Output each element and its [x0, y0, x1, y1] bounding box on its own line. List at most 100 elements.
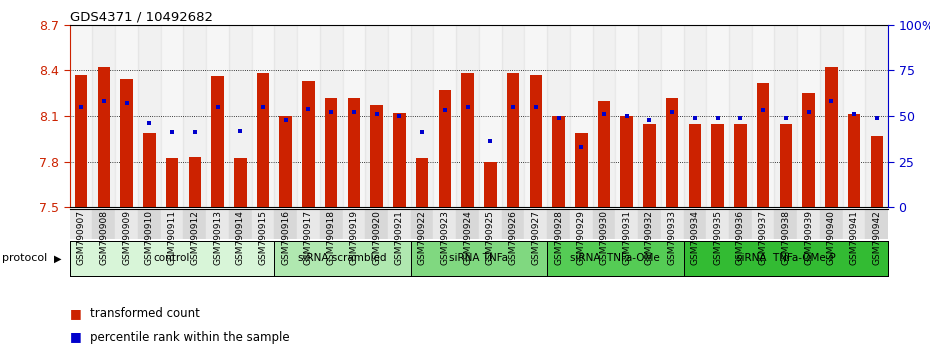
Text: GSM790936: GSM790936: [736, 210, 745, 266]
Bar: [616, 25, 638, 207]
Text: GSM790927: GSM790927: [531, 210, 540, 265]
Bar: [279, 116, 292, 207]
Text: GSM790937: GSM790937: [759, 210, 767, 266]
Bar: [575, 133, 588, 207]
Text: percentile rank within the sample: percentile rank within the sample: [90, 331, 290, 343]
Text: GSM790934: GSM790934: [690, 210, 699, 265]
Bar: [457, 25, 479, 207]
Bar: [820, 209, 843, 239]
Bar: [320, 25, 342, 207]
Bar: [620, 116, 633, 207]
Bar: [525, 209, 547, 239]
Bar: [211, 76, 224, 207]
Bar: [439, 90, 451, 207]
Bar: [143, 133, 155, 207]
Bar: [592, 209, 616, 239]
Text: control: control: [153, 253, 191, 263]
Bar: [411, 241, 547, 276]
Text: GSM790928: GSM790928: [554, 210, 563, 265]
Bar: [252, 209, 274, 239]
Text: GSM790916: GSM790916: [281, 210, 290, 266]
Text: GSM790925: GSM790925: [485, 210, 495, 265]
Text: GSM790930: GSM790930: [600, 210, 608, 266]
Bar: [70, 209, 92, 239]
Bar: [411, 25, 433, 207]
Bar: [866, 209, 888, 239]
Bar: [501, 25, 525, 207]
Bar: [416, 159, 429, 207]
Text: GSM790913: GSM790913: [213, 210, 222, 266]
Bar: [843, 25, 866, 207]
Bar: [684, 241, 888, 276]
Text: GSM790926: GSM790926: [509, 210, 518, 265]
Text: GSM790931: GSM790931: [622, 210, 631, 266]
Bar: [70, 241, 274, 276]
Bar: [138, 209, 161, 239]
Bar: [775, 209, 797, 239]
Bar: [507, 73, 519, 207]
Bar: [365, 209, 388, 239]
Text: GDS4371 / 10492682: GDS4371 / 10492682: [70, 11, 213, 24]
Text: GSM790908: GSM790908: [100, 210, 109, 266]
Text: GSM790942: GSM790942: [872, 210, 882, 265]
Bar: [644, 124, 656, 207]
Bar: [570, 209, 592, 239]
Text: GSM790917: GSM790917: [304, 210, 313, 266]
Bar: [820, 25, 843, 207]
Bar: [661, 25, 684, 207]
Bar: [229, 25, 252, 207]
Text: GSM790920: GSM790920: [372, 210, 381, 265]
Bar: [706, 25, 729, 207]
Text: GSM790932: GSM790932: [644, 210, 654, 265]
Bar: [274, 209, 297, 239]
Bar: [547, 241, 684, 276]
Bar: [433, 25, 457, 207]
Bar: [411, 209, 433, 239]
Text: GSM790911: GSM790911: [167, 210, 177, 266]
Bar: [342, 25, 365, 207]
Text: GSM790918: GSM790918: [326, 210, 336, 266]
Bar: [706, 209, 729, 239]
Bar: [525, 25, 547, 207]
Bar: [757, 82, 769, 207]
Bar: [638, 209, 661, 239]
Text: GSM790940: GSM790940: [827, 210, 836, 265]
Text: ■: ■: [70, 331, 82, 343]
Text: transformed count: transformed count: [90, 307, 200, 320]
Text: GSM790919: GSM790919: [350, 210, 358, 266]
Text: GSM790914: GSM790914: [235, 210, 245, 265]
Bar: [484, 161, 497, 207]
Bar: [320, 209, 342, 239]
Bar: [302, 81, 314, 207]
Bar: [751, 209, 775, 239]
Bar: [274, 241, 411, 276]
Bar: [161, 209, 183, 239]
Text: ■: ■: [70, 307, 82, 320]
Bar: [570, 25, 592, 207]
Text: GSM790907: GSM790907: [76, 210, 86, 266]
Text: GSM790922: GSM790922: [418, 210, 427, 265]
Bar: [529, 75, 542, 207]
Bar: [848, 114, 860, 207]
Bar: [866, 25, 888, 207]
Bar: [684, 209, 706, 239]
Text: siRNA  TNFa-OMe: siRNA TNFa-OMe: [570, 253, 660, 263]
Bar: [138, 25, 161, 207]
Bar: [70, 25, 92, 207]
Bar: [666, 98, 678, 207]
Bar: [433, 209, 457, 239]
Bar: [501, 209, 525, 239]
Bar: [120, 80, 133, 207]
Bar: [183, 25, 206, 207]
Bar: [734, 124, 747, 207]
Bar: [98, 67, 110, 207]
Text: GSM790933: GSM790933: [668, 210, 677, 266]
Bar: [229, 209, 252, 239]
Bar: [115, 25, 138, 207]
Bar: [457, 209, 479, 239]
Bar: [74, 75, 87, 207]
Bar: [803, 93, 815, 207]
Bar: [206, 209, 229, 239]
Bar: [729, 209, 751, 239]
Text: GSM790924: GSM790924: [463, 210, 472, 265]
